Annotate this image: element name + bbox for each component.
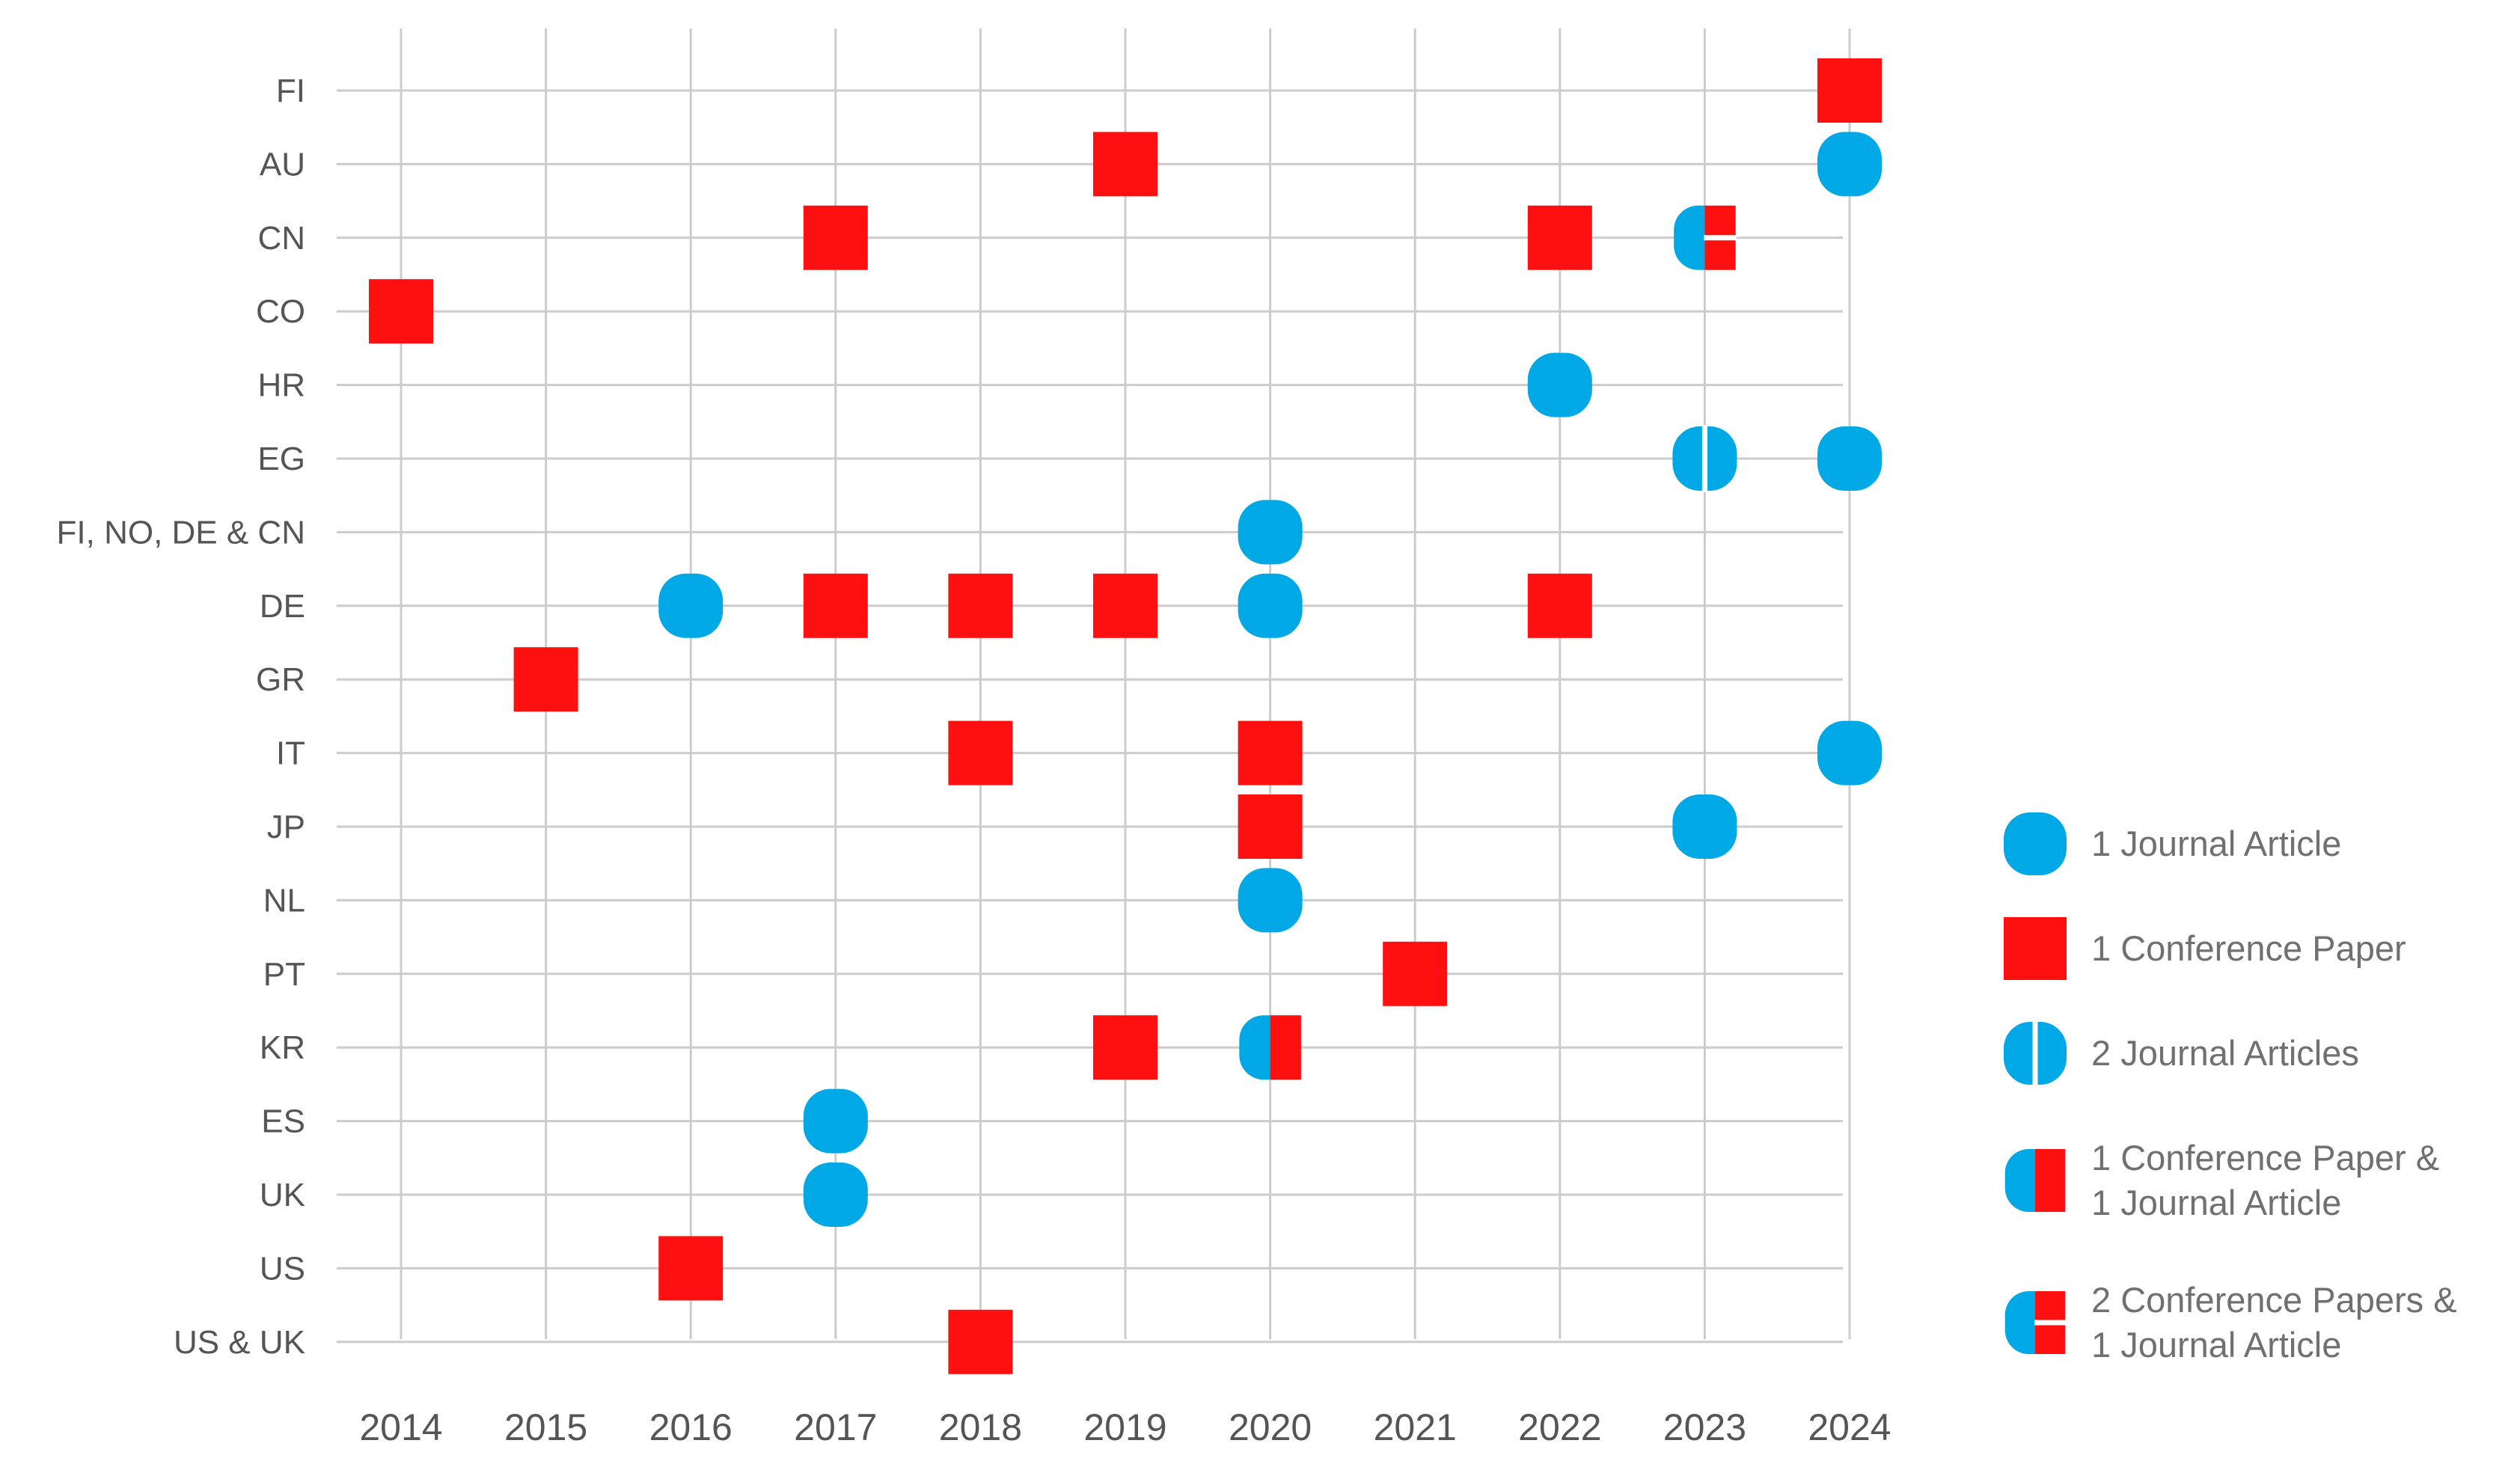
- x-tick-label-2018: 2018: [939, 1406, 1022, 1448]
- marker-uk-2017-journal: [803, 1163, 868, 1227]
- x-tick-label-2020: 2020: [1229, 1406, 1312, 1448]
- x-tick-label-2019: 2019: [1083, 1406, 1166, 1448]
- y-tick-label-eg: EG: [257, 441, 305, 477]
- legend-item-mixed2: 2 Conference Papers & 1 Journal Article: [2004, 1280, 2457, 1365]
- marker-kr-2020-mixed: [1239, 1015, 1301, 1080]
- x-tick-label-2023: 2023: [1663, 1406, 1746, 1448]
- marker-nl-2020-journal: [1238, 868, 1303, 933]
- marker-kr-2019-conference: [1093, 1015, 1157, 1080]
- y-tick-label-it: IT: [276, 735, 305, 772]
- marker-hr-2022-journal: [1527, 352, 1592, 417]
- marker-es-2017-journal: [803, 1088, 868, 1154]
- marker-it-2020-conference: [1238, 720, 1303, 785]
- y-tick-label-gr: GR: [256, 661, 305, 698]
- y-tick-label-es: ES: [261, 1103, 305, 1140]
- legend-label-mixed: 1 Conference Paper & 1 Journal Article: [2091, 1138, 2439, 1222]
- legend-label-journal: 1 Journal Article: [2091, 824, 2341, 863]
- marker-us-uk-2018-conference: [948, 1309, 1013, 1374]
- y-tick-label-jp: JP: [267, 809, 305, 845]
- marker-it-2024-journal: [1817, 720, 1882, 785]
- y-tick-label-au: AU: [260, 146, 305, 183]
- y-tick-label-fi-no-de-cn: FI, NO, DE & CN: [57, 514, 305, 551]
- legend-item-journal2: 2 Journal Articles: [2004, 1020, 2359, 1086]
- marker-fi-no-de-cn-2020-journal: [1238, 500, 1303, 565]
- data-markers: [369, 58, 1882, 1374]
- legend-label-journal2: 2 Journal Articles: [2091, 1033, 2359, 1073]
- y-tick-label-us: US: [260, 1250, 305, 1287]
- marker-eg-2024-journal: [1817, 426, 1882, 491]
- legend-swatch-mixed2: [2004, 1291, 2067, 1354]
- x-tick-label-2015: 2015: [504, 1406, 587, 1448]
- y-tick-label-nl: NL: [263, 882, 305, 919]
- legend: 1 Journal Article 1 Conference Paper 2 Jou…: [2004, 812, 2457, 1365]
- y-tick-label-de: DE: [260, 588, 305, 625]
- marker-de-2022-conference: [1527, 573, 1592, 638]
- y-tick-label-fi: FI: [276, 73, 305, 109]
- marker-cn-2017-conference: [803, 205, 868, 270]
- marker-us-2016-conference: [658, 1236, 724, 1301]
- legend-swatch-conference: [2004, 917, 2067, 980]
- marker-eg-2023-journal2: [1672, 425, 1737, 492]
- marker-cn-2022-conference: [1527, 205, 1592, 270]
- y-tick-label-kr: KR: [260, 1029, 305, 1066]
- marker-gr-2015-conference: [513, 647, 578, 712]
- y-tick-label-us-uk: US & UK: [174, 1324, 305, 1361]
- marker-de-2016-journal: [658, 573, 724, 638]
- x-tick-label-2014: 2014: [359, 1406, 442, 1448]
- y-tick-label-pt: PT: [263, 956, 305, 993]
- marker-co-2014-conference: [369, 279, 433, 344]
- x-tick-label-2024: 2024: [1808, 1406, 1891, 1448]
- marker-fi-2024-conference: [1817, 58, 1882, 123]
- x-tick-label-2017: 2017: [794, 1406, 877, 1448]
- y-tick-label-cn: CN: [257, 220, 305, 257]
- marker-de-2020-journal: [1238, 573, 1303, 638]
- marker-de-2019-conference: [1093, 573, 1157, 638]
- y-tick-label-hr: HR: [257, 367, 305, 404]
- legend-item-conference: 1 Conference Paper: [2004, 917, 2406, 980]
- x-tick-label-2016: 2016: [649, 1406, 733, 1448]
- marker-au-2024-journal: [1817, 132, 1882, 197]
- marker-de-2018-conference: [948, 573, 1013, 638]
- y-tick-labels: FI AU CN CO HR EG FI, NO, DE & CN DE GR IT JP NL PT K…: [57, 73, 305, 1361]
- marker-it-2018-conference: [948, 720, 1013, 785]
- marker-pt-2021-conference: [1383, 941, 1448, 1006]
- x-tick-label-2021: 2021: [1374, 1406, 1457, 1448]
- legend-swatch-mixed: [2004, 1149, 2066, 1212]
- legend-label-conference: 1 Conference Paper: [2091, 928, 2406, 968]
- marker-jp-2020-conference: [1238, 794, 1303, 859]
- y-tick-label-uk: UK: [260, 1177, 305, 1213]
- legend-label-mixed2: 2 Conference Papers & 1 Journal Article: [2091, 1280, 2457, 1365]
- legend-swatch-journal: [2004, 812, 2067, 875]
- y-tick-label-co: CO: [256, 293, 305, 330]
- marker-au-2019-conference: [1093, 132, 1157, 197]
- legend-item-mixed: 1 Conference Paper & 1 Journal Article: [2004, 1138, 2439, 1222]
- legend-item-journal: 1 Journal Article: [2004, 812, 2341, 875]
- legend-swatch-journal2: [2004, 1020, 2067, 1086]
- x-tick-label-2022: 2022: [1518, 1406, 1601, 1448]
- marker-cn-2023-mixed2: [1674, 205, 1737, 270]
- marker-jp-2023-journal: [1672, 794, 1737, 859]
- marker-de-2017-conference: [803, 573, 868, 638]
- x-tick-labels: 2014 2015 2016 2017 2018 2019 2020 2021 2022 2023…: [359, 1406, 1891, 1448]
